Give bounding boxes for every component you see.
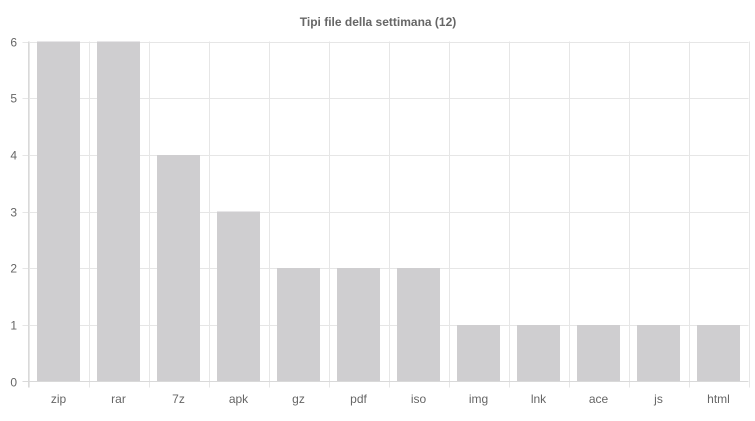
y-tick-label: 3 [10, 206, 17, 220]
y-tick-label: 6 [10, 36, 17, 50]
y-tick-label: 1 [10, 319, 17, 333]
bar-lnk [517, 324, 560, 382]
y-tick-label: 5 [10, 92, 17, 106]
bar-img [457, 324, 500, 382]
x-tick-label: 7z [172, 392, 185, 406]
x-tick-label: html [707, 392, 730, 406]
y-tick-label: 4 [10, 149, 17, 163]
x-tick-label: img [469, 392, 488, 406]
bar-zip [37, 41, 80, 382]
bars [37, 41, 740, 382]
x-tick-label: rar [111, 392, 126, 406]
x-tick-label: js [653, 392, 663, 406]
y-axis-ticks: 0 1 2 3 4 5 6 [10, 36, 17, 390]
x-tick-label: iso [411, 392, 427, 406]
y-tick-label: 2 [10, 262, 17, 276]
x-tick-label: pdf [350, 392, 367, 406]
bar-rar [97, 41, 140, 382]
bar-html [697, 324, 740, 382]
x-tick-label: ace [589, 392, 609, 406]
x-tick-label: lnk [531, 392, 547, 406]
x-tick-label: apk [229, 392, 249, 406]
bar-ace [577, 324, 620, 382]
bar-js [637, 324, 680, 382]
bar-apk [217, 211, 260, 382]
bar-7z [157, 154, 200, 382]
chart-title: Tipi file della settimana (12) [300, 15, 457, 29]
x-tick-label: zip [51, 392, 67, 406]
axes [22, 41, 749, 388]
grid [22, 41, 750, 388]
bar-gz [277, 268, 320, 382]
x-axis-ticks: zip rar 7z apk gz pdf iso img lnk ace js html [51, 392, 730, 406]
x-tick-label: gz [292, 392, 305, 406]
bar-iso [397, 268, 440, 382]
bar-pdf [337, 268, 380, 382]
y-tick-label: 0 [10, 376, 17, 390]
